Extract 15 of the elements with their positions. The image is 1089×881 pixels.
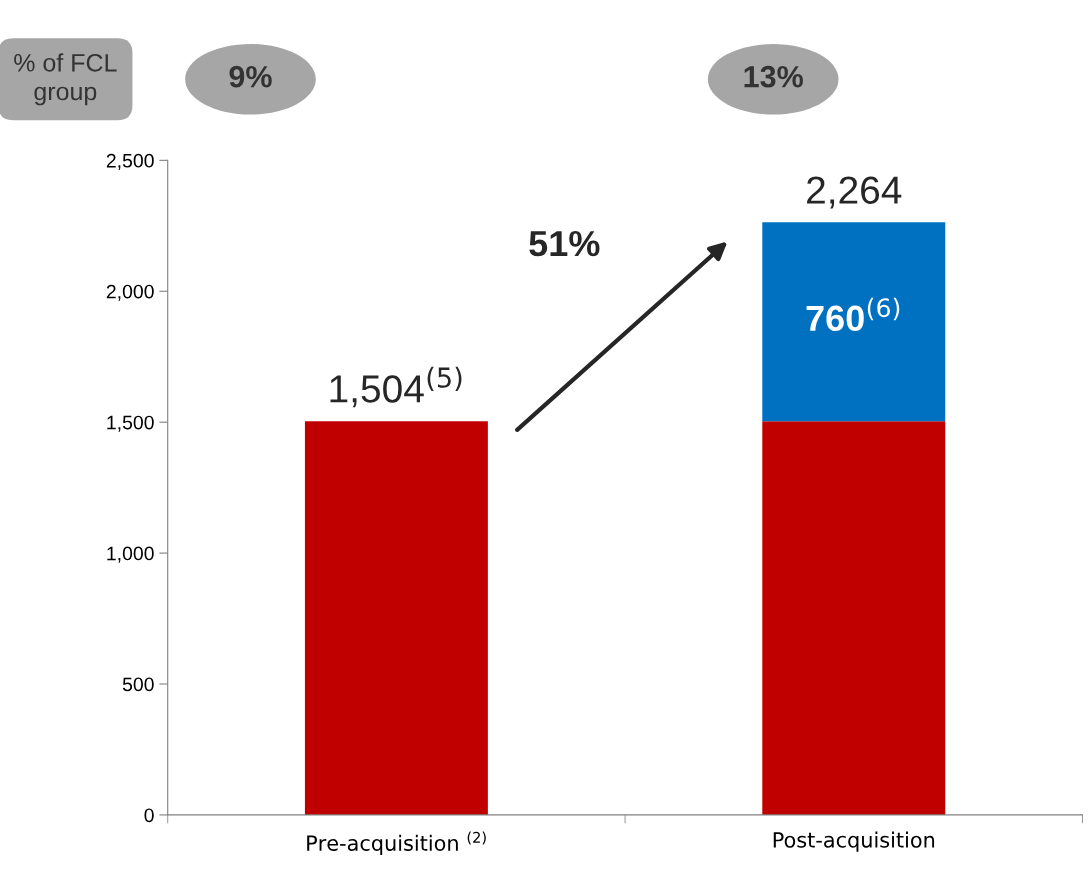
y-tick-label: 2,000 [106,284,154,301]
text: % of FCL group [14,53,117,106]
total-label: 1,504$^{(5)}$ [330,366,462,408]
total-label: 2,264 [807,176,902,209]
y-tick-label: 1,000 [107,546,154,563]
text: 9% [229,65,272,88]
y-tick-label: 2,500 [106,153,154,170]
annotation: 51% [529,230,600,257]
y-tick-label: 1,500 [107,415,154,432]
data-label: 760$^{(6)}$ [806,297,900,332]
text: 13% [744,65,803,88]
y-tick-label: 500 [122,677,154,692]
y-tick-label: 0 [144,808,154,823]
x-tick-label: Pre-acquisition $^{(2)}$ [307,831,486,855]
x-tick-label: Post-acquisition [773,831,935,852]
